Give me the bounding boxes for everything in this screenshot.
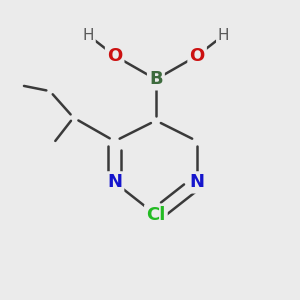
Text: O: O — [190, 47, 205, 65]
Text: H: H — [218, 28, 230, 43]
Text: O: O — [107, 47, 122, 65]
Text: B: B — [149, 70, 163, 88]
Text: H: H — [82, 28, 94, 43]
Text: N: N — [190, 173, 205, 191]
Text: N: N — [107, 173, 122, 191]
Text: Cl: Cl — [146, 206, 166, 224]
